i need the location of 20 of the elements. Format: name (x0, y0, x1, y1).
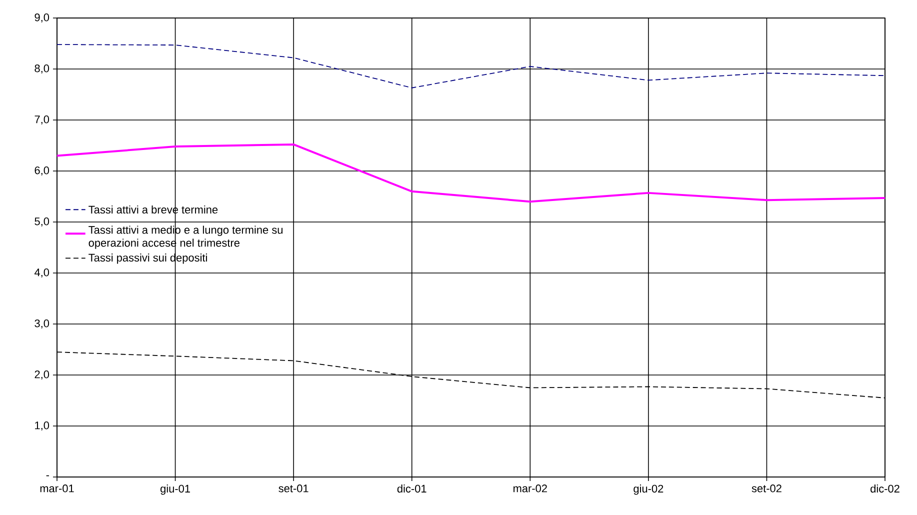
y-tick-label: 6,0 (34, 166, 50, 176)
y-tick-label: 3,0 (34, 319, 50, 329)
x-tick-label: giu-01 (160, 484, 190, 495)
x-tick-label: set-01 (278, 484, 308, 492)
y-tick-label: 1,0 (35, 421, 50, 431)
y-tick-label: 7,0 (34, 115, 50, 125)
y-tick-label: 4,0 (34, 268, 50, 278)
y-tick-label: 2,0 (34, 370, 50, 380)
x-tick-label: mar-02 (514, 484, 547, 492)
x-tick-label: giu-02 (634, 484, 664, 495)
line-series (56, 143, 886, 203)
y-tick-label: 8,0 (34, 64, 50, 74)
y-tick-label: 5,0 (34, 217, 50, 227)
x-tick-label: dic-02 (870, 484, 900, 493)
x-tick-label: dic-01 (397, 484, 426, 493)
x-tick-label: mar-01 (40, 484, 74, 492)
line-series (56, 44, 886, 88)
y-tick-label: - (46, 475, 49, 476)
x-tick-label: set-02 (752, 484, 782, 492)
y-tick-label: 9,0 (34, 13, 50, 23)
